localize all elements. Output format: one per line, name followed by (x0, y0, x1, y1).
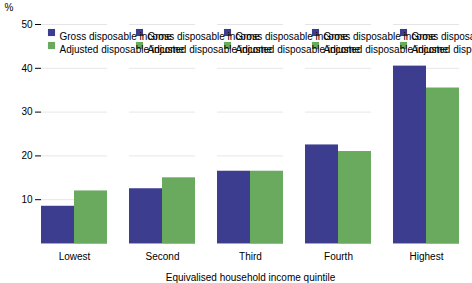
svg-text:Third: Third (239, 251, 262, 262)
svg-text:Lowest: Lowest (59, 251, 91, 262)
svg-text:30: 30 (21, 106, 33, 117)
svg-text:Adjusted disposable income: Adjusted disposable income (235, 43, 360, 55)
svg-text:%: % (5, 2, 14, 13)
svg-text:Equivalised household income q: Equivalised household income quintile (166, 272, 336, 283)
svg-text:Highest: Highest (410, 251, 444, 262)
svg-text:Adjusted disposable income: Adjusted disposable income (59, 43, 184, 55)
svg-text:Gross disposable income: Gross disposable income (59, 30, 172, 42)
svg-text:Fourth: Fourth (324, 251, 353, 262)
svg-text:20: 20 (21, 150, 33, 161)
svg-text:Gross disposable income: Gross disposable income (235, 30, 348, 42)
svg-text:10: 10 (21, 194, 33, 205)
svg-text:Adjusted disposable income: Adjusted disposable income (147, 43, 272, 55)
svg-text:Gross disposable income: Gross disposable income (412, 31, 472, 42)
svg-text:Second: Second (146, 251, 180, 262)
svg-text:Adjusted disposable income: Adjusted disposable income (412, 44, 472, 55)
svg-text:40: 40 (21, 63, 33, 74)
svg-text:50: 50 (21, 19, 33, 30)
svg-text:Gross disposable income: Gross disposable income (147, 30, 260, 42)
